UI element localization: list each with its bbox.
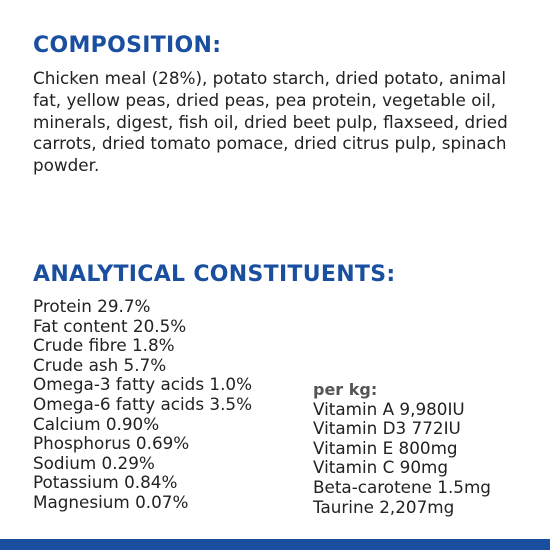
vitamin-item: Beta-carotene 1.5mg: [313, 476, 491, 497]
vitamin-item: Vitamin E 800mg: [313, 437, 458, 458]
constituent-item: Crude fibre 1.8%: [33, 335, 175, 356]
constituents-list: Protein 29.7% Fat content 20.5% Crude fi…: [33, 296, 253, 513]
footer-band: [0, 539, 550, 550]
constituent-item: Fat content 20.5%: [33, 315, 187, 336]
constituent-item: Magnesium 0.07%: [33, 491, 189, 512]
vitamin-item: Vitamin C 90mg: [313, 457, 449, 478]
constituent-item: Calcium 0.90%: [33, 413, 160, 434]
vitamin-item: Vitamin D3 772IU: [313, 418, 461, 439]
constituent-item: Phosphorus 0.69%: [33, 433, 190, 454]
constituent-item: Sodium 0.29%: [33, 452, 155, 473]
analytical-constituents-heading: ANALYTICAL CONSTITUENTS:: [33, 262, 396, 287]
constituent-item: Protein 29.7%: [33, 296, 151, 316]
constituent-item: Potassium 0.84%: [33, 472, 178, 493]
constituent-item: Omega-6 fatty acids 3.5%: [33, 393, 253, 414]
vitamin-item: Taurine 2,207mg: [313, 496, 455, 517]
composition-text: Chicken meal (28%), potato starch, dried…: [33, 68, 508, 176]
constituent-item: Omega-3 fatty acids 1.0%: [33, 374, 253, 395]
constituent-item: Crude ash 5.7%: [33, 354, 167, 375]
vitamin-item: Vitamin A 9,980IU: [313, 398, 465, 419]
vitamins-list: per kg: Vitamin A 9,980IU Vitamin D3 772…: [313, 380, 491, 517]
per-kg-label: per kg:: [313, 380, 378, 399]
composition-heading: COMPOSITION:: [33, 33, 222, 58]
